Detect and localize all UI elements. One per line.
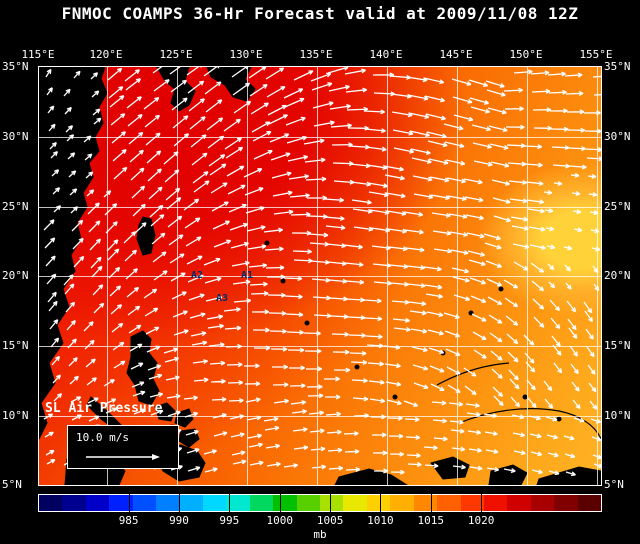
colorbar-swatch [132,495,157,511]
colorbar-swatch [179,495,203,511]
colorbar-swatch [530,495,555,511]
station-label-a1: A1 [241,270,254,281]
colorbar-tick [430,494,432,512]
colorbar-tick-label: 1000 [266,514,293,527]
lon-tick-label: 150°E [509,48,543,61]
colorbar-tick-label: 1015 [417,514,445,527]
lat-tick-label: 20°N [2,269,29,282]
colorbar-tick [128,494,130,512]
colorbar-tick-label: 995 [219,514,240,527]
map-frame[interactable]: A1 A2 A3 SL Air Pressure 10.0 m/s [38,66,602,486]
colorbar-swatch [39,495,63,511]
lat-tick-label: 30°N [2,130,29,143]
colorbar-swatch [577,495,602,511]
colorbar-swatch [366,495,391,511]
vector-scale-label: 10.0 m/s [76,431,129,444]
colorbar-unit: mb [313,528,327,541]
colorbar-tick-label: 1020 [467,514,495,527]
lat-tick-label: 10°N [604,409,631,422]
colorbar-swatch [507,495,531,511]
grid-line-lat [39,207,601,208]
station-label-a3: A3 [216,293,229,304]
colorbar-tick [179,494,180,512]
colorbar-swatch [343,495,367,511]
colorbar-swatch [249,495,274,511]
lat-tick-label: 5°N [2,478,22,491]
colorbar-tick-label: 990 [169,514,189,527]
colorbar-swatch [554,495,578,511]
lat-tick-label: 35°N [604,60,631,73]
lat-tick-label: 5°N [604,478,624,491]
colorbar-swatch [296,495,321,511]
colorbar-swatch [437,495,461,511]
lat-tick-label: 25°N [604,200,631,213]
colorbar-tick [229,494,231,512]
colorbar-swatch [484,495,508,511]
colorbar-swatch [320,495,344,511]
lon-tick-label: 155°E [579,48,613,61]
lon-tick-label: 135°E [299,48,333,61]
lon-tick-label: 125°E [159,48,193,61]
grid-line-lat [39,416,601,417]
lon-tick-label: 120°E [89,48,123,61]
lat-tick-label: 35°N [2,60,29,73]
field-label: SL Air Pressure [45,401,163,416]
colorbar-swatch [226,495,250,511]
colorbar-tick-label: 985 [118,514,139,527]
grid-line-lat [39,346,601,347]
colorbar-swatch [109,495,133,511]
vector-scale-box: 10.0 m/s [67,425,179,469]
lat-tick-label: 10°N [2,409,29,422]
colorbar-tick-label: 1010 [367,514,394,527]
colorbar-swatch [202,495,227,511]
page-title: FNMOC COAMPS 36-Hr Forecast valid at 200… [61,4,579,23]
colorbar-swatch [273,495,297,511]
colorbar-ticks [38,494,602,512]
colorbar-tick-label: 1005 [316,514,344,527]
lon-tick-label: 145°E [439,48,473,61]
colorbar-swatch [460,495,485,511]
lon-tick-label: 130°E [229,48,263,61]
lon-tick-label: 115°E [21,48,55,61]
colorbar-tick [279,494,281,512]
colorbar-tick [481,494,483,512]
map-canvas[interactable]: A1 A2 A3 SL Air Pressure 10.0 m/s [39,67,601,485]
station-label-a2: A2 [191,270,204,281]
colorbar-swatch [85,495,110,511]
lon-tick-label: 140°E [369,48,403,61]
vector-scale-arrow [86,454,160,460]
lat-tick-label: 15°N [2,339,29,352]
grid-line-lat [39,137,601,138]
wind-vector-layer [43,67,601,477]
lat-tick-label: 25°N [2,200,29,213]
colorbar-swatch [390,495,414,511]
grid-line-lat [39,276,601,277]
colorbar-tick [380,494,382,512]
lat-tick-label: 20°N [604,269,631,282]
colorbar-swatch [156,495,180,511]
lat-tick-label: 30°N [604,130,631,143]
colorbar [38,494,602,512]
lat-tick-label: 15°N [604,339,631,352]
colorbar-swatch [62,495,86,511]
colorbar-tick [330,494,332,512]
